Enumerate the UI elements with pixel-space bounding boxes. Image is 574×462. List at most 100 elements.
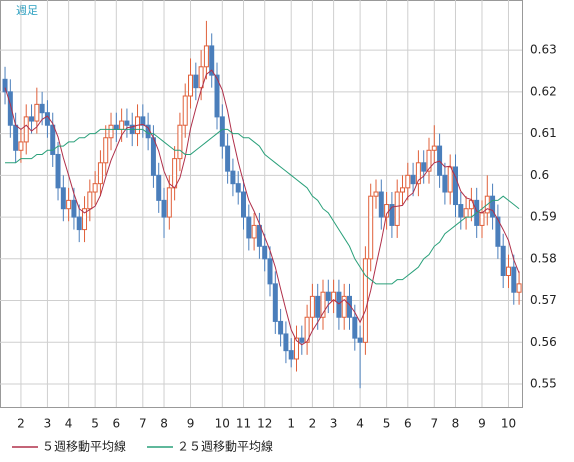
x-tick-label: 4	[356, 417, 364, 431]
candle-body	[299, 337, 305, 343]
x-tick-label: 9	[478, 417, 486, 431]
candle-body	[203, 45, 209, 68]
x-tick-label: 3	[44, 417, 52, 431]
candle-body	[172, 158, 178, 189]
candle-body	[71, 199, 77, 218]
candle-body	[39, 103, 45, 114]
candle-body	[82, 208, 88, 231]
candle-body	[490, 195, 496, 218]
candle-body	[246, 216, 252, 239]
candle-body	[458, 204, 464, 218]
candle-body	[119, 120, 125, 130]
candle-body	[452, 166, 458, 206]
candle-body	[66, 199, 72, 210]
candle-body	[262, 245, 268, 260]
candle-body	[166, 187, 172, 218]
candle-body	[188, 74, 194, 97]
candle-body	[177, 124, 183, 160]
candle-body	[442, 174, 448, 193]
candle-body	[352, 316, 358, 339]
candle-body	[283, 333, 289, 352]
candle-body	[182, 95, 188, 126]
candle-body	[479, 212, 485, 226]
candle-body	[150, 137, 156, 176]
x-tick-label: 5	[91, 417, 99, 431]
x-tick-label: 2	[17, 417, 25, 431]
candle-body	[44, 112, 50, 126]
candle-body	[2, 78, 8, 93]
x-tick-label: 5	[383, 417, 391, 431]
candle-body	[251, 224, 257, 239]
candle-body	[294, 337, 300, 360]
candle-body	[156, 174, 162, 201]
x-tick-label: 6	[113, 417, 121, 431]
candle-body	[225, 145, 231, 172]
y-tick-label: 0.58	[530, 251, 557, 265]
candle-body	[368, 195, 374, 260]
x-tick-label: 2	[309, 417, 317, 431]
candle-body	[415, 162, 421, 185]
candle-body	[235, 183, 241, 193]
candle-body	[394, 191, 400, 226]
candle-body	[241, 191, 247, 218]
candle-body	[373, 191, 379, 197]
candle-body	[410, 174, 416, 185]
candle-body	[103, 137, 109, 164]
candle-body	[140, 116, 146, 126]
candle-body	[198, 66, 204, 89]
candle-body	[60, 187, 66, 210]
candle-body	[278, 320, 284, 335]
candle-body	[447, 166, 453, 193]
candle-body	[500, 245, 506, 277]
candle-body	[331, 291, 337, 302]
candle-body	[336, 291, 342, 318]
candle-body	[511, 266, 517, 293]
y-tick-label: 0.61	[530, 126, 557, 140]
candle-body	[214, 74, 220, 118]
x-tick-label: 8	[452, 417, 460, 431]
x-tick-label: 11	[236, 417, 251, 431]
x-tick-label: 1	[287, 417, 295, 431]
candle-body	[426, 149, 432, 172]
y-tick-label: 0.59	[530, 210, 557, 224]
candle-body	[378, 191, 384, 218]
x-tick-label: 7	[139, 417, 147, 431]
moving-average-line	[5, 128, 520, 285]
candle-body	[113, 124, 119, 130]
y-tick-label: 0.63	[530, 43, 557, 57]
x-tick-label: 9	[187, 417, 195, 431]
candle-body	[505, 266, 511, 277]
candle-body	[325, 291, 331, 302]
x-tick-label: 4	[65, 417, 73, 431]
y-tick-label: 0.62	[530, 84, 557, 98]
candle-body	[92, 183, 98, 193]
legend-label: ２５週移動平均線	[177, 439, 273, 454]
candle-body	[97, 162, 103, 185]
y-tick-label: 0.6	[530, 168, 549, 182]
candle-body	[267, 258, 273, 285]
x-tick-label: 3	[330, 417, 338, 431]
candle-body	[362, 258, 368, 343]
candle-body	[23, 116, 29, 143]
chart-title: 週足	[16, 4, 38, 17]
candle-body	[431, 145, 437, 151]
candle-body	[463, 208, 469, 218]
candle-body	[34, 103, 40, 122]
candle-body	[13, 124, 19, 151]
candle-body	[18, 141, 24, 151]
x-tick-label: 10	[215, 417, 230, 431]
candle-body	[256, 224, 262, 247]
candle-body	[209, 45, 215, 76]
candle-body	[341, 295, 347, 318]
candle-body	[161, 199, 167, 218]
candle-body	[108, 124, 114, 139]
candle-body	[272, 283, 278, 322]
candle-body	[421, 162, 427, 172]
candle-body	[315, 295, 321, 318]
x-tick-label: 6	[404, 417, 412, 431]
x-tick-label: 12	[257, 417, 272, 431]
candle-body	[320, 291, 326, 318]
candle-body	[288, 350, 294, 360]
